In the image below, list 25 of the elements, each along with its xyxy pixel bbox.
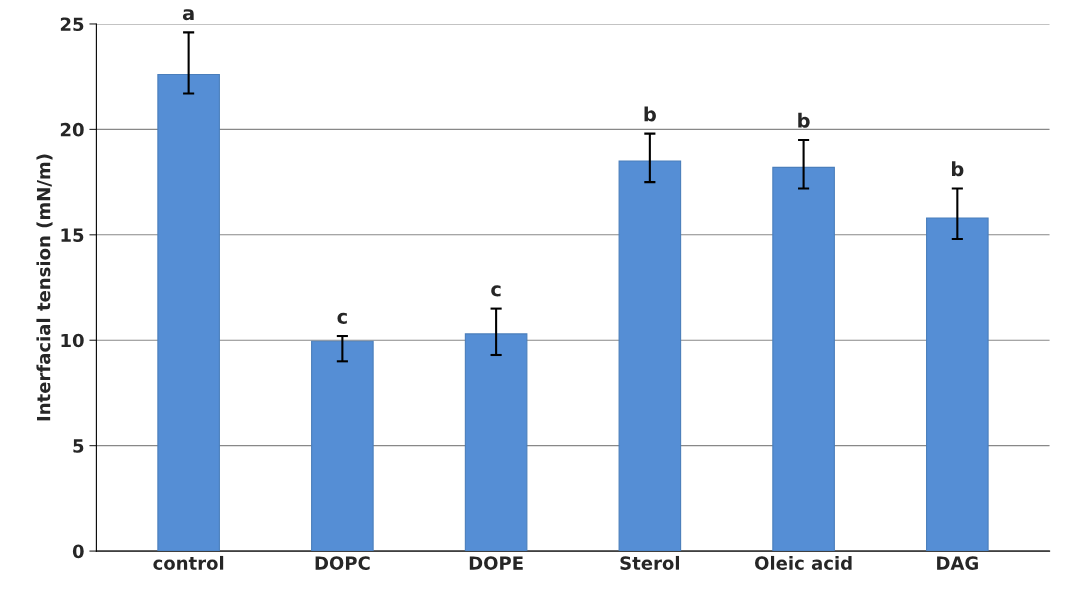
y-tick-label: 20: [60, 122, 84, 137]
annotation: a: [182, 9, 194, 21]
bar: [618, 160, 682, 552]
x-tick-label: Oleic acid: [755, 555, 852, 570]
annotation: b: [952, 161, 964, 177]
y-tick-label: 5: [73, 439, 84, 453]
y-tick-label: 0: [72, 544, 84, 559]
bar: [772, 166, 835, 552]
x-tick-label: DOPC: [315, 556, 370, 570]
annotation: c: [337, 312, 347, 324]
x-tick-label: DOPE: [469, 556, 523, 570]
annotation: b: [644, 106, 656, 122]
annotation: b: [798, 112, 810, 128]
y-tick-label: 25: [60, 17, 84, 32]
bar: [464, 333, 528, 552]
bar: [157, 74, 220, 552]
bar: [311, 340, 374, 552]
bar: [926, 217, 989, 552]
x-tick-label: control: [153, 555, 224, 570]
y-tick-label: 10: [61, 333, 84, 348]
x-tick-label: DAG: [937, 556, 978, 570]
y-tick-label: 15: [61, 228, 84, 242]
y-axis-title: Interfacial tension (mN/m): [36, 154, 53, 421]
x-tick-label: Sterol: [620, 555, 680, 570]
annotation: c: [491, 285, 501, 297]
